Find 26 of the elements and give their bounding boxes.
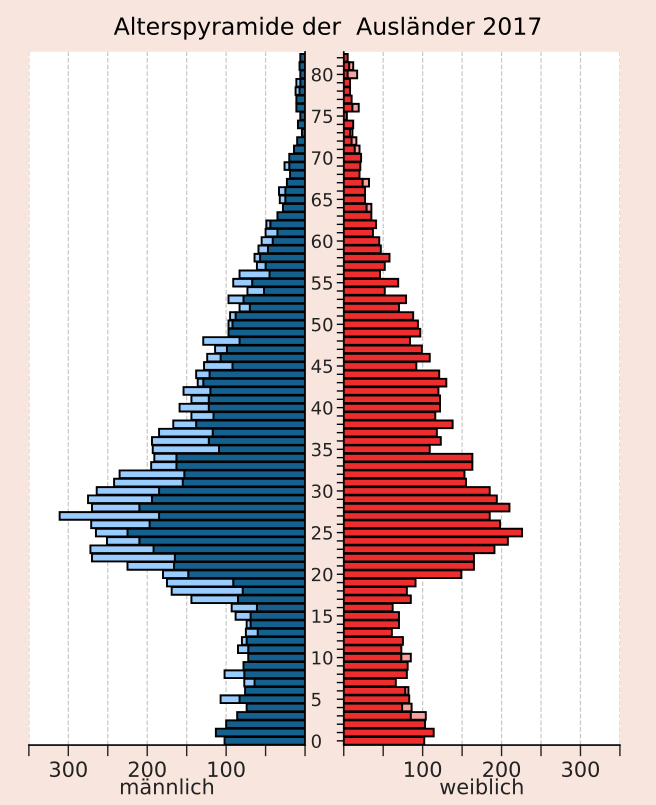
x-axis-title: weiblich bbox=[440, 778, 523, 795]
y-tick-label: 45 bbox=[311, 360, 332, 374]
y-tick-label: 75 bbox=[312, 110, 332, 124]
y-tick-label: 80 bbox=[312, 68, 332, 82]
y-tick-label: 0 bbox=[312, 734, 321, 748]
y-tick-label: 30 bbox=[312, 484, 332, 498]
x-tick-label: 200 bbox=[128, 761, 166, 778]
y-tick-label: 20 bbox=[312, 568, 332, 582]
x-tick-label: 300 bbox=[562, 761, 599, 778]
y-tick-label: 25 bbox=[312, 526, 332, 540]
y-tick-label: 60 bbox=[312, 234, 332, 248]
y-tick-label: 65 bbox=[312, 192, 332, 206]
chart-title: Alterspyramide der Ausländer 2017 bbox=[114, 16, 540, 40]
y-tick-label: 50 bbox=[312, 318, 332, 332]
y-tick-label: 15 bbox=[312, 610, 332, 624]
y-tick-label: 35 bbox=[312, 442, 332, 456]
y-tick-label: 70 bbox=[312, 151, 332, 165]
y-tick-label: 10 bbox=[312, 651, 332, 665]
y-tick-label: 55 bbox=[312, 276, 332, 290]
x-axis-title: männlich bbox=[120, 778, 214, 795]
x-tick-label: 300 bbox=[50, 761, 87, 778]
x-tick-label: 200 bbox=[483, 761, 520, 778]
y-tick-label: 40 bbox=[311, 401, 332, 415]
x-tick-label: 100 bbox=[405, 761, 442, 778]
x-tick-label: 100 bbox=[208, 761, 245, 778]
y-tick-label: 5 bbox=[312, 692, 321, 706]
